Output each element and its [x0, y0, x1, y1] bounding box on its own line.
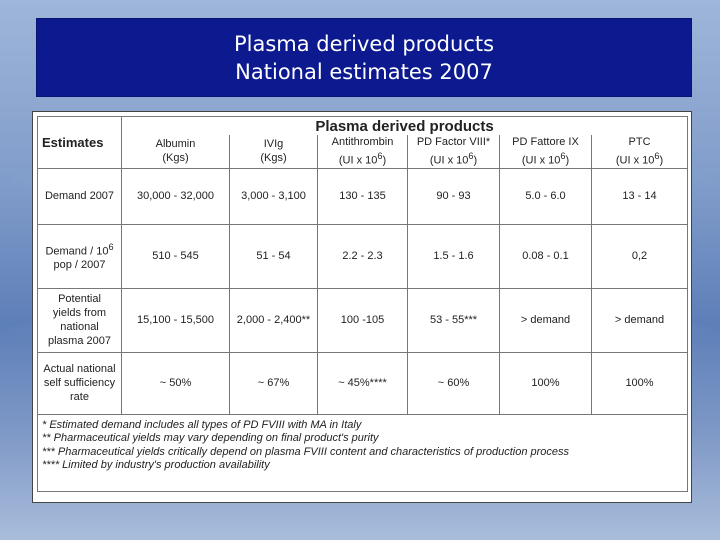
table-cell: 1.5 - 1.6 — [407, 223, 500, 289]
row-label: Actual national self sufficiency rate — [37, 351, 122, 415]
table-cell: 2,000 - 2,400** — [229, 287, 318, 353]
unit-close: ) — [659, 154, 664, 167]
row-label-text: self sufficiency — [43, 377, 116, 390]
row-label: Demand / 106 pop / 2007 — [37, 223, 122, 289]
row-label-text: Actual national — [43, 363, 116, 376]
row-label-text: plasma 2007 — [48, 335, 111, 348]
column-header-ivig: IVIg (Kgs) — [229, 135, 318, 169]
table-cell: 100 -105 — [317, 287, 408, 353]
table-cell: 51 - 54 — [229, 223, 318, 289]
unit-close: ) — [382, 154, 387, 167]
table-cell: 15,100 - 15,500 — [121, 287, 230, 353]
row-label: Demand 2007 — [37, 167, 122, 225]
footnote: ** Pharmaceutical yields may vary depend… — [42, 432, 379, 445]
table-cell: 2.2 - 2.3 — [317, 223, 408, 289]
column-name: IVIg — [263, 138, 284, 151]
column-header-factor-viii: PD Factor VIII* (UI x 106) — [407, 135, 500, 169]
table-cell: 0,2 — [590, 223, 689, 289]
table-cell: 5.0 - 6.0 — [499, 167, 592, 225]
column-unit: (UI x 10 — [521, 154, 561, 167]
unit-exponent: 6 — [560, 151, 566, 161]
table-row-notes: * Estimated demand includes all types of… — [36, 413, 689, 492]
footnotes: * Estimated demand includes all types of… — [36, 413, 689, 492]
table-cell: 13 - 14 — [590, 167, 689, 225]
row-label-text: Demand / 10 — [45, 245, 109, 258]
column-unit: (UI x 10 — [338, 154, 378, 167]
column-header-albumin: Albumin (Kgs) — [121, 135, 230, 169]
footnote: * Estimated demand includes all types of… — [42, 418, 362, 431]
column-name: Albumin — [155, 138, 196, 151]
row-label-text: pop / 2007 — [53, 259, 106, 272]
row-label-text: rate — [70, 391, 89, 404]
column-header-antithrombin: Antithrombin (UI x 106) — [317, 135, 408, 169]
table-cell: 130 - 135 — [317, 167, 408, 225]
unit-exponent: 6 — [654, 151, 660, 161]
estimates-panel: Estimates Plasma derived products Albumi… — [32, 111, 692, 503]
title-line-2: National estimates 2007 — [235, 59, 493, 84]
table-cell: 3,000 - 3,100 — [229, 167, 318, 225]
table-cell: ~ 50% — [121, 351, 230, 415]
table-row-potential-yields: Potential yields from national plasma 20… — [37, 287, 689, 353]
table-cell: ~ 60% — [407, 351, 500, 415]
column-header-ptc: PTC (UI x 106) — [590, 135, 689, 169]
row-label-text: yields from — [52, 307, 107, 320]
column-name: PD Factor VIII* — [416, 136, 491, 148]
row-label-text: Potential — [58, 293, 101, 306]
column-name: Antithrombin — [331, 136, 394, 148]
table-cell: 30,000 - 32,000 — [121, 167, 230, 225]
table-cell: 510 - 545 — [121, 223, 230, 289]
table-cell: 53 - 55*** — [407, 287, 500, 353]
column-header-factor-ix: PD Fattore IX (UI x 106) — [499, 135, 592, 169]
column-unit: (Kgs) — [162, 152, 189, 165]
table-cell: ~ 67% — [229, 351, 318, 415]
table-cell: > demand — [590, 287, 689, 353]
column-unit: (UI x 10 — [615, 154, 655, 167]
title-line-1: Plasma derived products — [233, 31, 495, 56]
table-cell: > demand — [499, 287, 592, 353]
table-cell: 100% — [590, 351, 689, 415]
row-label: Potential yields from national plasma 20… — [37, 287, 122, 353]
row-label-text: national — [60, 321, 99, 334]
table-row-demand-per-pop: Demand / 106 pop / 2007 510 - 545 51 - 5… — [37, 223, 689, 289]
row-label-exponent: 6 — [108, 241, 114, 252]
table-cell: 90 - 93 — [407, 167, 500, 225]
table-row-self-sufficiency: Actual national self sufficiency rate ~ … — [37, 351, 689, 415]
slide-title: Plasma derived products National estimat… — [36, 18, 692, 97]
column-name: PD Fattore IX — [512, 136, 579, 148]
footnote: **** Limited by industry's production av… — [42, 459, 270, 472]
column-unit: (UI x 10 — [429, 154, 469, 167]
unit-exponent: 6 — [377, 151, 383, 161]
table-row-demand: Demand 2007 30,000 - 32,000 3,000 - 3,10… — [37, 167, 689, 225]
table-cell: ~ 45%**** — [317, 351, 408, 415]
estimates-header: Estimates — [37, 116, 122, 169]
column-name: PTC — [628, 136, 651, 148]
footnote: *** Pharmaceutical yields critically dep… — [42, 445, 570, 458]
table-cell: 100% — [499, 351, 592, 415]
estimates-table: Estimates Plasma derived products Albumi… — [36, 116, 689, 492]
column-unit: (Kgs) — [260, 152, 287, 165]
group-header: Plasma derived products — [120, 116, 689, 135]
table-cell: 0.08 - 0.1 — [499, 223, 592, 289]
unit-close: ) — [473, 154, 478, 167]
unit-close: ) — [565, 154, 570, 167]
unit-exponent: 6 — [468, 151, 474, 161]
